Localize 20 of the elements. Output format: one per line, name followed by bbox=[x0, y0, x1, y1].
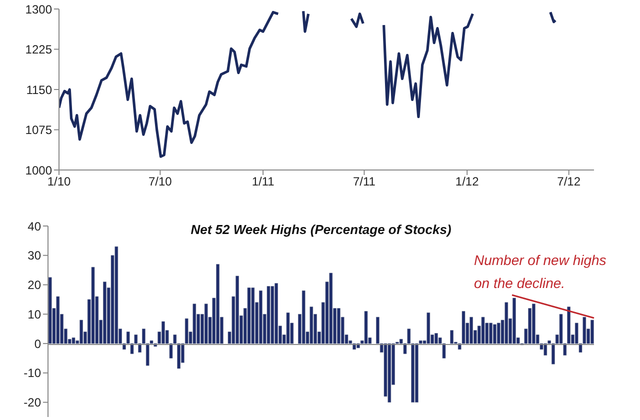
y-tick-label: 1300 bbox=[25, 2, 52, 16]
y-tick-label: 1225 bbox=[25, 42, 52, 57]
annotation: Number of new highs on the decline. bbox=[474, 251, 606, 293]
y-tick-label: 10 bbox=[28, 307, 42, 322]
y-tick-label: 0 bbox=[34, 336, 42, 351]
y-tick-label: 1150 bbox=[26, 82, 52, 97]
y-tick-label: -10 bbox=[24, 366, 42, 380]
x-tick-label: 7/10 bbox=[148, 174, 172, 189]
y-tick-label: 1075 bbox=[25, 123, 52, 138]
y-tick-label: 40 bbox=[28, 219, 42, 234]
x-tick-label: 1/12 bbox=[455, 174, 480, 189]
x-tick-label: 1/10 bbox=[47, 174, 71, 189]
x-tick-label: 1/11 bbox=[252, 174, 275, 189]
y-tick-label: 20 bbox=[28, 278, 42, 292]
x-tick-label: 7/12 bbox=[557, 174, 581, 189]
y-tick-label: 1000 bbox=[25, 163, 52, 178]
y-tick-label: 30 bbox=[28, 248, 42, 263]
chart-title: Net 52 Week Highs (Percentage of Stocks) bbox=[190, 222, 452, 237]
y-tick-label: -20 bbox=[24, 396, 42, 410]
x-tick-label: 7/11 bbox=[353, 174, 376, 189]
